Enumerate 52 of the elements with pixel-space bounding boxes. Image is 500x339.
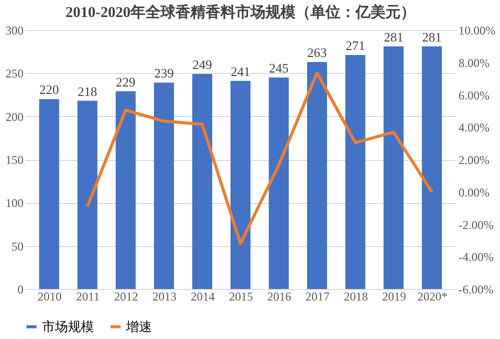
x-tick-label: 2018 [344, 290, 368, 304]
data-label: 263 [307, 44, 327, 60]
x-tick-label: 2020* [417, 290, 448, 304]
bar [345, 55, 366, 289]
y-tick-label: 200 [6, 110, 24, 124]
data-label: 271 [346, 38, 366, 54]
x-tick-label: 2011 [76, 290, 100, 304]
data-label: 249 [192, 57, 212, 72]
data-label: 245 [269, 60, 289, 76]
bar [77, 100, 98, 289]
y2-tick-label: 10.00% [458, 24, 496, 38]
bar [307, 62, 328, 289]
x-tick-label: 2016 [267, 290, 292, 304]
data-label: 281 [384, 29, 404, 44]
y2-tick-label: -4.00% [458, 250, 494, 264]
bar [268, 77, 289, 289]
x-tick-label: 2014 [190, 290, 215, 304]
bar [116, 91, 136, 289]
data-label: 220 [39, 82, 59, 98]
x-tick-label: 2019 [382, 290, 406, 304]
chart-title: 2010-2020年全球香精香料市场规模（单位：亿美元） [66, 3, 416, 21]
bar [230, 80, 250, 289]
x-tick-label: 2012 [114, 290, 138, 304]
y-tick-label: 250 [6, 66, 24, 81]
legend-label: 市场规模 [42, 318, 94, 334]
y-tick-label: 300 [6, 24, 24, 38]
y2-tick-label: 0.00% [458, 185, 490, 200]
data-label: 239 [154, 66, 174, 81]
y2-tick-label: 4.00% [458, 120, 490, 135]
x-tick-label: 2017 [306, 290, 330, 304]
bar [39, 99, 60, 289]
bar [192, 74, 212, 289]
y2-tick-label: -2.00% [458, 218, 494, 232]
x-tick-label: 2013 [152, 290, 176, 304]
x-tick-label: 2010 [38, 290, 62, 304]
legend-label: 增速 [125, 318, 152, 334]
y2-tick-label: 6.00% [458, 88, 490, 102]
data-label: 229 [116, 74, 136, 90]
y2-tick-label: -6.00% [458, 282, 494, 296]
bar [154, 82, 174, 289]
data-label: 218 [78, 84, 98, 99]
y-tick-label: 50 [12, 239, 24, 254]
bar [422, 46, 442, 289]
y-tick-label: 150 [6, 153, 24, 167]
y2-tick-label: 8.00% [458, 56, 490, 70]
x-tick-label: 2015 [229, 290, 253, 304]
data-label: 241 [230, 64, 250, 79]
data-label: 281 [422, 29, 442, 44]
y-tick-label: 100 [6, 196, 24, 210]
bar [384, 46, 404, 289]
y2-tick-label: 2.00% [458, 153, 490, 167]
y-tick-label: 0 [18, 282, 24, 296]
